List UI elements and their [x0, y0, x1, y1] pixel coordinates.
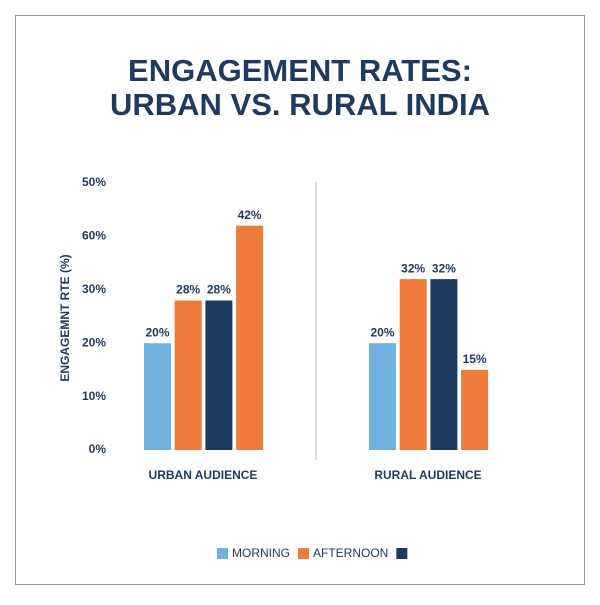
value-label: 32%: [401, 261, 425, 275]
value-label: 32%: [432, 261, 456, 275]
chart-title: URBAN VS. RURAL INDIA: [110, 87, 490, 122]
chart-title: ENGAGEMENT RATES:: [128, 53, 472, 88]
legend-swatch: [396, 548, 408, 559]
bar: [174, 300, 202, 450]
frame: [15, 15, 585, 585]
legend-swatch: [217, 548, 228, 559]
y-tick-label: 0%: [89, 442, 107, 456]
legend-label: MORNING: [232, 546, 290, 560]
legend-label: AFTERNOON: [313, 546, 388, 560]
y-tick-label: 10%: [82, 389, 106, 403]
value-label: 20%: [145, 325, 169, 339]
value-label: 42%: [238, 208, 262, 222]
value-label: 28%: [207, 283, 231, 297]
bar: [144, 343, 171, 450]
bar: [205, 300, 233, 450]
y-tick-label: 30%: [82, 282, 106, 296]
bar: [399, 279, 427, 450]
legend-swatch: [298, 548, 309, 559]
y-tick-label: 60%: [82, 229, 106, 243]
y-axis-label: ENGAGEMNT RTE (%): [58, 254, 72, 381]
value-label: 20%: [370, 325, 394, 339]
y-tick-label: 20%: [82, 335, 106, 349]
bar: [461, 369, 489, 450]
x-tick-label: URBAN AUDIENCE: [149, 468, 258, 482]
value-label: 28%: [176, 283, 200, 297]
x-tick-label: RURAL AUDIENCE: [374, 468, 481, 482]
value-label: 15%: [463, 352, 487, 366]
y-tick-label: 50%: [82, 175, 106, 189]
bar: [236, 225, 264, 450]
bar: [430, 279, 458, 450]
bar: [369, 343, 396, 450]
